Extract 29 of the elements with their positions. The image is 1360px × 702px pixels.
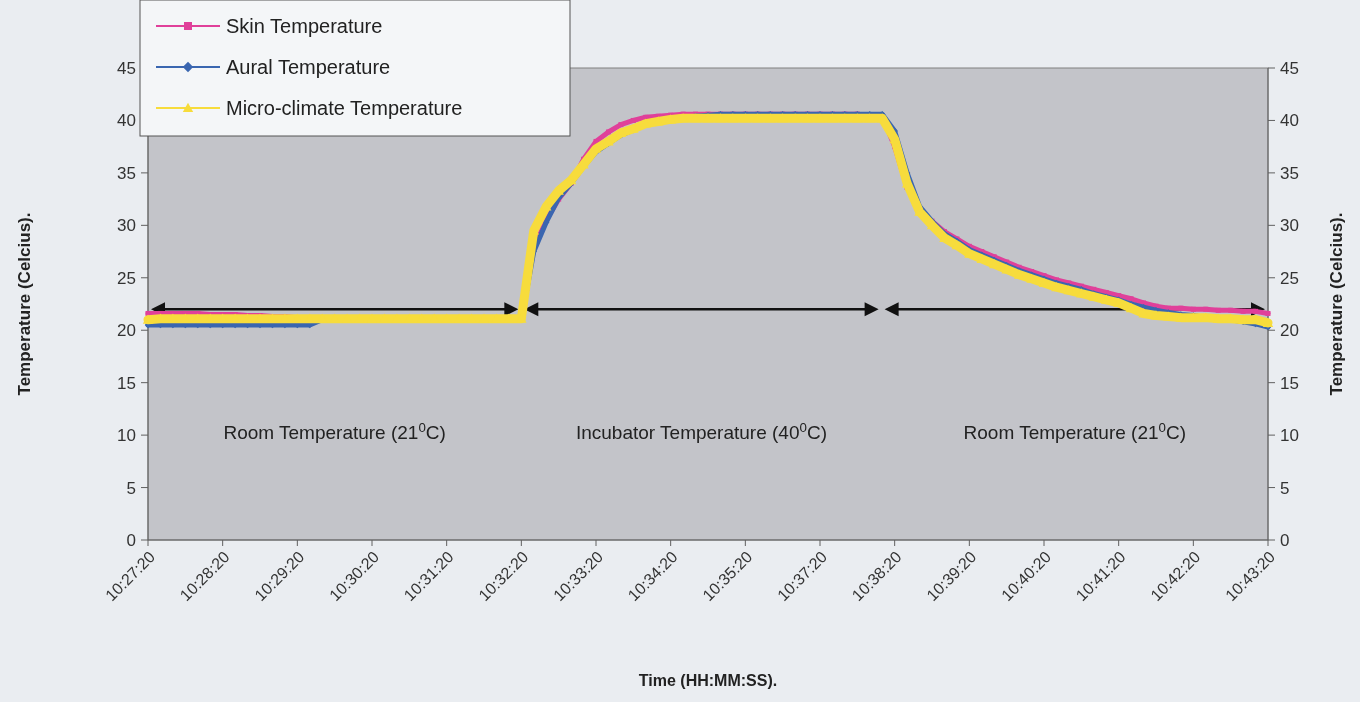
legend-label: Micro-climate Temperature [226, 97, 463, 119]
y-tick-label: 30 [117, 216, 136, 236]
legend-label: Skin Temperature [226, 15, 383, 37]
y-axis-title: Temperature (Celcius). [15, 212, 34, 396]
y-tick-label: 25 [117, 268, 136, 288]
y2-tick-label: 5 [1280, 478, 1290, 498]
y2-tick-label: 0 [1280, 530, 1290, 550]
y2-tick-label: 30 [1280, 216, 1299, 236]
y-tick-label: 15 [117, 373, 136, 393]
annotation: Incubator Temperature (40$^{0}$C) [575, 419, 827, 444]
y2-tick-label: 25 [1280, 268, 1299, 288]
y-tick-label: 40 [117, 111, 136, 131]
y-tick-label: 0 [126, 530, 136, 550]
y2-tick-label: 40 [1280, 111, 1299, 131]
y-tick-label: 5 [126, 478, 136, 498]
y2-tick-label: 15 [1280, 373, 1299, 393]
legend-label: Aural Temperature [226, 56, 391, 78]
annotation: Room Temperature (21$^{0}$C) [963, 419, 1187, 444]
y-tick-label: 10 [117, 426, 136, 446]
y-tick-label: 35 [117, 163, 136, 183]
annotation: Room Temperature (21$^{0}$C) [223, 419, 446, 444]
y2-tick-label: 45 [1280, 58, 1299, 78]
y2-axis-title: Temperature (Celcius). [1327, 212, 1346, 396]
y2-tick-label: 20 [1280, 321, 1299, 341]
x-axis-title: Time (HH:MM:SS). [638, 672, 778, 689]
y-tick-label: 45 [117, 58, 136, 78]
y2-tick-label: 10 [1280, 426, 1299, 446]
y-tick-label: 20 [117, 321, 136, 341]
y2-tick-label: 35 [1280, 163, 1299, 183]
